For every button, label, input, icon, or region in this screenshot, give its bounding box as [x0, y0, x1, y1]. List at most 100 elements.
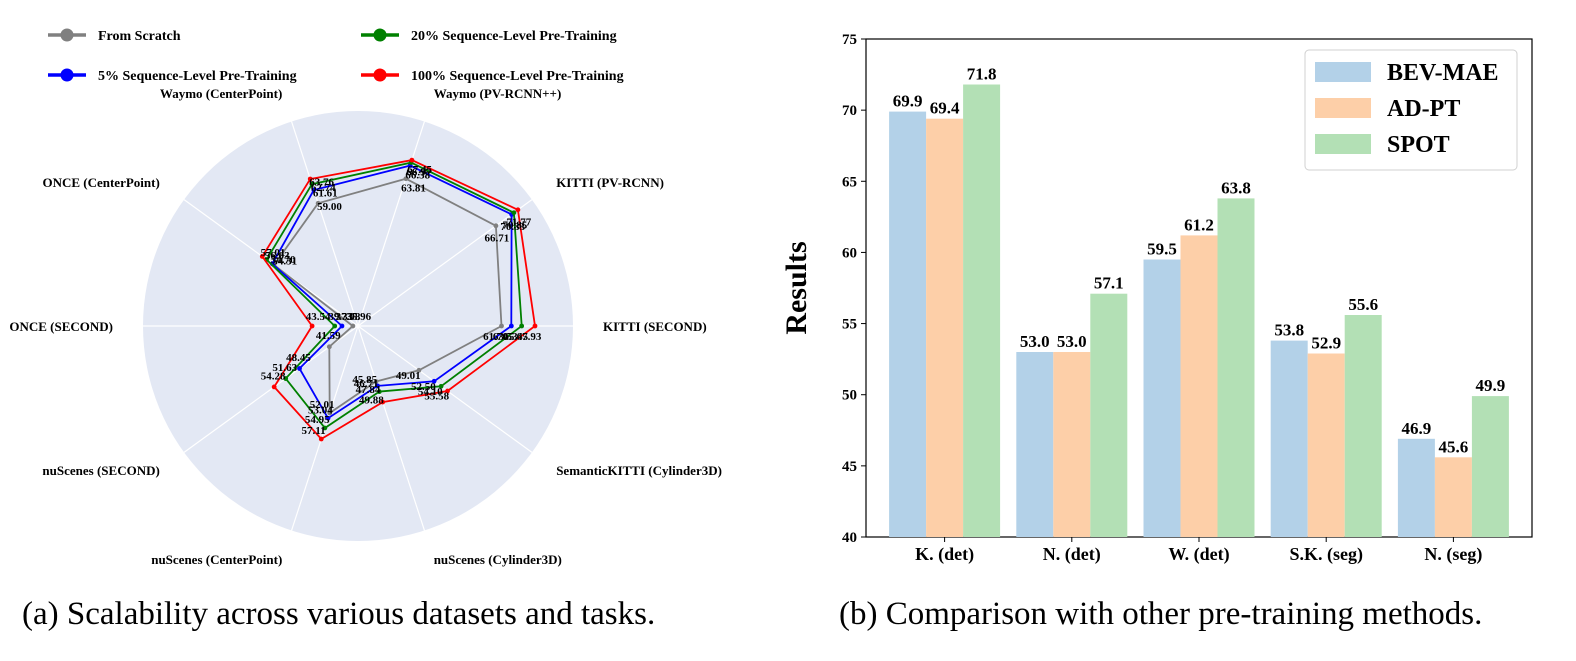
bar-value-label: 69.4	[930, 99, 960, 118]
bar-chart: 40 45 50 55 60 65 70 75 Results K. (det) N. (det) W…	[780, 32, 1533, 565]
radar-axis-label-once-centerpoint: ONCE (CenterPoint)	[42, 175, 159, 190]
legend-swatch-bev-mae	[1315, 62, 1371, 82]
legend-swatch-spot	[1315, 134, 1371, 154]
radar-value-label: 56.03	[265, 250, 290, 262]
radar-spoke	[357, 199, 533, 327]
radar-axis-label-nuscenes-centerpoint: nuScenes (CenterPoint)	[151, 552, 282, 567]
bar-value-label: 61.2	[1184, 215, 1214, 234]
radar-point-5-sequence-level-pre-training	[508, 323, 514, 329]
radar-point-20-sequence-level-pre-training	[438, 383, 444, 389]
bar-spot	[1344, 315, 1382, 537]
radar-value-label: 45.85	[352, 374, 377, 386]
radar-point-from-scratch	[416, 367, 422, 373]
bar-bev-mae	[1270, 340, 1308, 537]
radar-value-label: 66.38	[405, 169, 430, 181]
radar-value-label: 67.45	[407, 164, 432, 176]
radar-point-20-sequence-level-pre-training	[309, 181, 315, 187]
radar-value-label: 57.11	[302, 425, 326, 437]
radar-point-100-sequence-level-pre-training	[380, 399, 386, 405]
bar-value-label: 59.5	[1147, 240, 1177, 259]
bar-legend: BEV-MAE AD-PT SPOT	[1304, 49, 1518, 171]
radar-point-100-sequence-level-pre-training	[532, 323, 538, 329]
radar-value-label: 53.04	[308, 404, 333, 416]
legend-marker-100-sequence-level-pre-training	[373, 68, 387, 82]
x-tick-label: W. (det)	[1168, 544, 1229, 565]
bar-ad-pt	[1053, 352, 1091, 537]
radar-value-label: 54.10	[418, 386, 443, 398]
bar-ad-pt	[926, 118, 964, 537]
radar-point-5-sequence-level-pre-training	[431, 378, 437, 384]
y-tick-label: 60	[842, 245, 857, 261]
x-tick-label: S.K. (seg)	[1289, 544, 1363, 565]
bar-bev-mae	[1016, 352, 1054, 537]
radar-axis-label-semantickitti-cylinder3d: SemanticKITTI (Cylinder3D)	[556, 463, 722, 478]
radar-value-label: 52.01	[310, 399, 335, 411]
radar-point-100-sequence-level-pre-training	[409, 157, 415, 163]
radar-point-from-scratch	[403, 176, 409, 182]
radar-value-label: 54.28	[261, 370, 286, 382]
bar-ad-pt	[1180, 235, 1218, 537]
bar-ad-pt	[1434, 457, 1472, 537]
bar-bars: 69.9 69.4 71.8 53.0 53.0 57.1 59.5 61.2 63.8 53.8…	[889, 65, 1509, 537]
radar-point-5-sequence-level-pre-training	[339, 323, 345, 329]
radar-point-20-sequence-level-pre-training	[332, 323, 338, 329]
legend-marker-from-scratch	[60, 28, 74, 42]
bar-value-label: 53.8	[1274, 321, 1304, 340]
radar-value-label: 47.84	[356, 384, 381, 396]
radar-point-100-sequence-level-pre-training	[271, 384, 277, 390]
legend-marker-5-sequence-level-pre-training	[60, 68, 74, 82]
radar-value-label: 66.71	[485, 232, 510, 244]
radar-value-label: 51.63	[272, 362, 297, 374]
radar-point-100-sequence-level-pre-training	[318, 436, 324, 442]
y-tick-label: 65	[842, 174, 857, 190]
legend-marker-20-sequence-level-pre-training	[373, 28, 387, 42]
radar-value-label: 48.45	[286, 352, 311, 364]
radar-point-20-sequence-level-pre-training	[283, 376, 289, 381]
x-tick-label: N. (det)	[1043, 544, 1101, 565]
radar-point-from-scratch	[350, 323, 356, 329]
radar-point-from-scratch	[493, 223, 499, 229]
bar-bev-mae	[889, 111, 927, 537]
radar-value-label: 41.59	[316, 330, 341, 342]
radar-value-label: 57.01	[261, 247, 286, 259]
radar-axis-label-nuscenes-second: nuScenes (SECOND)	[42, 463, 159, 478]
y-tick-label: 75	[842, 32, 857, 48]
bar-value-label: 45.6	[1439, 437, 1469, 456]
radar-chart: From Scratch 5% Sequence-Level Pre-Traini…	[9, 28, 722, 567]
radar-value-label: 46.71	[354, 378, 379, 390]
radar-point-20-sequence-level-pre-training	[322, 425, 328, 431]
bar-value-label: 63.8	[1221, 178, 1251, 197]
caption-b: (b) Comparison with other pre-training m…	[839, 596, 1483, 632]
x-tick-label: K. (det)	[915, 544, 974, 565]
radar-spoke	[357, 121, 426, 327]
radar-point-5-sequence-level-pre-training	[297, 366, 302, 371]
radar-point-from-scratch	[327, 410, 333, 416]
radar-value-labels: 63.81 66.71 61.70 49.01 45.85 52.01 41.59 35.96…	[261, 164, 542, 437]
radar-point-100-sequence-level-pre-training	[309, 323, 315, 329]
bar-value-label: 55.6	[1348, 295, 1378, 314]
radar-value-label: 54.31	[272, 255, 297, 267]
radar-value-label: 70.85	[503, 219, 528, 231]
bar-value-label: 53.0	[1020, 332, 1050, 351]
y-tick-label: 70	[842, 103, 857, 119]
legend-label-20-sequence-level-pre-training: 20% Sequence-Level Pre-Training	[411, 29, 617, 44]
radar-point-from-scratch	[499, 323, 504, 329]
radar-series-group	[259, 157, 538, 442]
legend-label-bev-mae: BEV-MAE	[1387, 60, 1499, 86]
legend-label-ad-pt: AD-PT	[1387, 96, 1460, 122]
radar-value-label: 52.50	[411, 381, 436, 393]
x-tick-label: N. (seg)	[1424, 544, 1482, 565]
radar-point-5-sequence-level-pre-training	[325, 415, 331, 421]
legend-label-spot: SPOT	[1387, 132, 1450, 158]
bar-spot	[1090, 293, 1128, 537]
radar-value-label: 66.97	[406, 166, 431, 178]
radar-value-label: 63.81	[401, 183, 426, 195]
bar-value-label: 71.8	[967, 65, 997, 84]
radar-point-20-sequence-level-pre-training	[376, 389, 382, 395]
radar-value-label: 35.96	[346, 311, 371, 323]
radar-point-20-sequence-level-pre-training	[519, 323, 525, 329]
radar-value-label: 61.70	[483, 331, 508, 343]
radar-point-5-sequence-level-pre-training	[311, 187, 317, 193]
radar-point-100-sequence-level-pre-training	[445, 388, 450, 394]
radar-value-label: 59.00	[317, 201, 342, 213]
